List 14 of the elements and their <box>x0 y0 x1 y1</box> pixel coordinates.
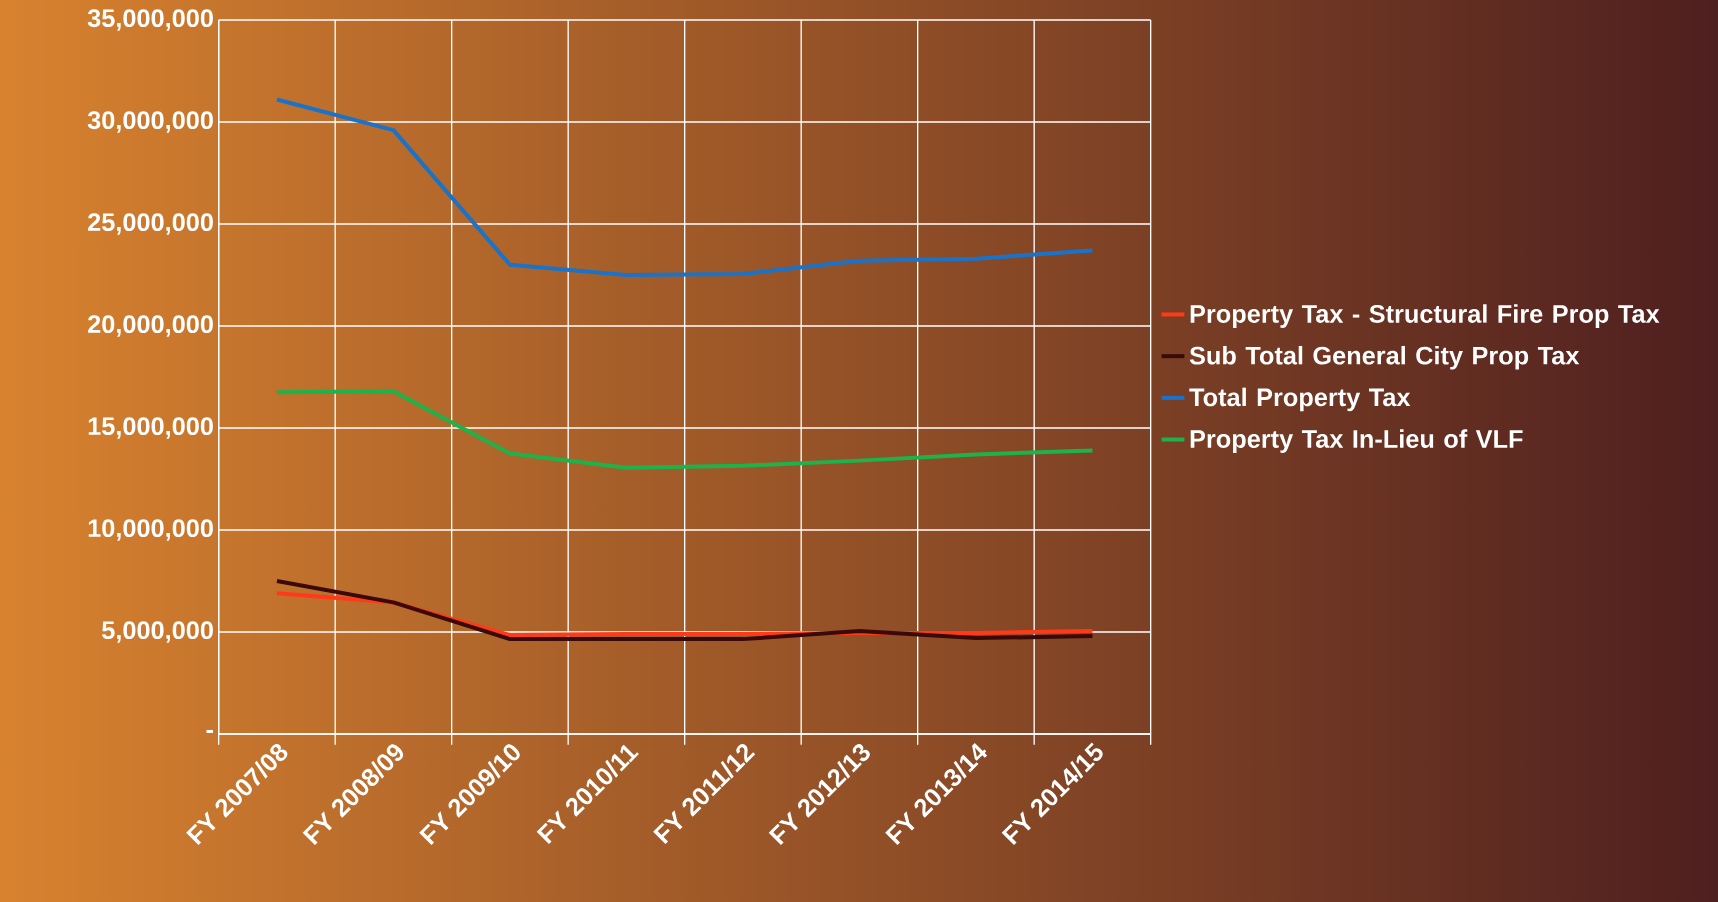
y-tick-label: 30,000,000 <box>87 111 213 133</box>
y-tick-label: - <box>206 729 213 733</box>
y-tick-label: 35,000,000 <box>87 9 213 31</box>
legend-label: Property Tax - Structural Fire Prop Tax <box>1190 304 1660 328</box>
y-tick-label: 15,000,000 <box>88 417 213 439</box>
y-tick-label: 25,000,000 <box>88 213 213 235</box>
legend-label: Property Tax In-Lieu of VLF <box>1190 429 1523 453</box>
line-series <box>274 97 1095 277</box>
y-tick-label: 10,000,000 <box>88 519 213 541</box>
y-tick-label: 5,000,000 <box>102 621 213 643</box>
legend-label: Total Property Tax <box>1189 387 1411 412</box>
legend-label: Sub Total General City Prop Tax <box>1189 345 1580 370</box>
y-tick-label: 20,000,000 <box>88 315 213 337</box>
line-series <box>274 389 1095 470</box>
